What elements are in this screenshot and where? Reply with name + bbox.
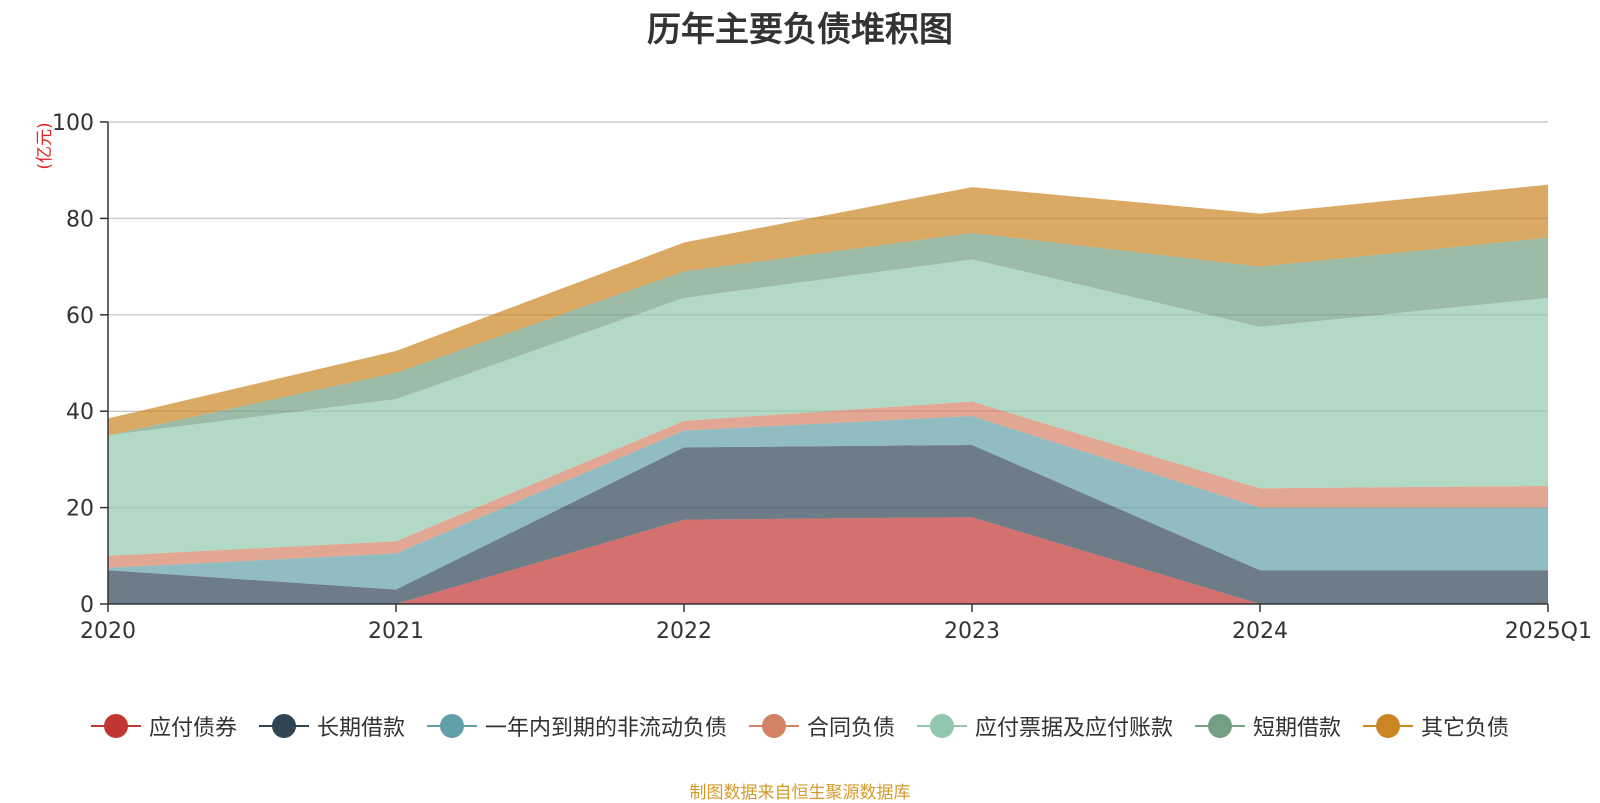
legend-item-5[interactable]: 短期借款	[1195, 710, 1341, 742]
area-series-1	[108, 444, 1548, 604]
legend-item-4[interactable]: 应付票据及应付账款	[917, 710, 1173, 742]
legend-marker-icon	[1363, 713, 1414, 739]
y-tick-label: 40	[66, 400, 94, 425]
legend: 应付债券 长期借款 一年内到期的非流动负债 合同负债 应付票据及应付账款 短期借款 其它负债	[0, 710, 1600, 742]
area-series-3	[108, 401, 1548, 568]
legend-marker-icon	[1195, 713, 1246, 739]
x-tick-label: 2021	[368, 619, 424, 644]
x-tick-label: 2022	[656, 619, 712, 644]
legend-item-1[interactable]: 长期借款	[258, 710, 405, 742]
area-series-5	[108, 232, 1548, 436]
x-tick-label: 2024	[1232, 619, 1288, 644]
footer-source-note: 制图数据来自恒生聚源数据库	[689, 783, 911, 803]
legend-item-2[interactable]: 一年内到期的非流动负债	[426, 710, 727, 742]
legend-label: 应付债券	[148, 716, 237, 741]
legend-item-6[interactable]: 其它负债	[1363, 710, 1509, 742]
legend-label: 一年内到期的非流动负债	[484, 716, 727, 741]
legend-label: 其它负债	[1421, 716, 1510, 741]
area-series-6	[108, 184, 1548, 436]
stacked-areas	[108, 184, 1548, 604]
y-tick-label: 80	[66, 207, 94, 232]
legend-label: 应付票据及应付账款	[975, 716, 1174, 741]
chart-plot-area: 0 20 40 60 80 100 2020 2021 2022 2023 2024 2025Q1 (…	[35, 111, 1592, 644]
legend-marker-icon	[258, 713, 309, 739]
x-tick-label: 2025Q1	[1505, 619, 1592, 644]
legend-item-0[interactable]: 应付债券	[90, 710, 237, 742]
area-series-4	[108, 259, 1548, 556]
legend-marker-icon	[90, 713, 141, 739]
area-series-2	[108, 416, 1548, 590]
unit-label: (亿元)	[35, 122, 55, 169]
axes: 0 20 40 60 80 100 2020 2021 2022 2023 2024 2025Q1	[52, 111, 1592, 644]
y-tick-label: 100	[52, 111, 94, 136]
legend-item-3[interactable]: 合同负债	[748, 710, 895, 742]
legend-label: 长期借款	[316, 716, 405, 741]
legend-marker-icon	[917, 713, 967, 739]
legend-label: 短期借款	[1253, 716, 1342, 741]
legend-marker-icon	[748, 713, 799, 739]
x-tick-label: 2023	[944, 619, 1000, 644]
legend-marker-icon	[426, 713, 477, 739]
chart-title: 历年主要负债堆积图	[647, 10, 953, 50]
legend-label: 合同负债	[806, 716, 895, 741]
y-tick-label: 0	[80, 593, 94, 618]
x-tick-label: 2020	[80, 619, 136, 644]
y-tick-label: 60	[66, 304, 94, 329]
y-tick-label: 20	[66, 497, 94, 522]
